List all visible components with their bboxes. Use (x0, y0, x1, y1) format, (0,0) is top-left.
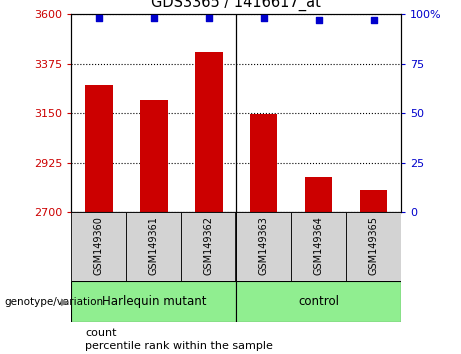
Bar (85, 85, 112, 212)
Point (315, 17, 322, 23)
Text: count: count (85, 328, 117, 338)
Text: GSM149363: GSM149363 (259, 216, 269, 275)
Text: GSM149365: GSM149365 (369, 216, 378, 275)
Bar (236, 281, 401, 322)
Point (150, 15, 158, 21)
Text: ▶: ▶ (61, 297, 69, 307)
Text: GSM149360: GSM149360 (94, 216, 104, 275)
Point (260, 15, 267, 21)
Point (370, 17, 377, 23)
Bar (360, 190, 387, 212)
Bar (195, 52, 223, 212)
Text: genotype/variation: genotype/variation (5, 297, 104, 307)
Text: control: control (298, 295, 339, 308)
Title: GDS3365 / 1416617_at: GDS3365 / 1416617_at (151, 0, 321, 11)
Bar (71, 281, 236, 322)
Text: GSM149364: GSM149364 (313, 216, 324, 275)
Bar (250, 114, 278, 212)
Bar (181, 212, 236, 281)
Text: GSM149362: GSM149362 (204, 216, 214, 275)
Bar (305, 177, 332, 212)
Bar (346, 212, 401, 281)
Text: percentile rank within the sample: percentile rank within the sample (85, 341, 273, 351)
Bar (291, 212, 346, 281)
Bar (71, 212, 126, 281)
Point (205, 15, 213, 21)
Bar (140, 100, 168, 212)
Text: Harlequin mutant: Harlequin mutant (101, 295, 206, 308)
Bar (236, 212, 291, 281)
Bar (126, 212, 181, 281)
Text: GSM149361: GSM149361 (149, 216, 159, 275)
Point (95, 15, 103, 21)
